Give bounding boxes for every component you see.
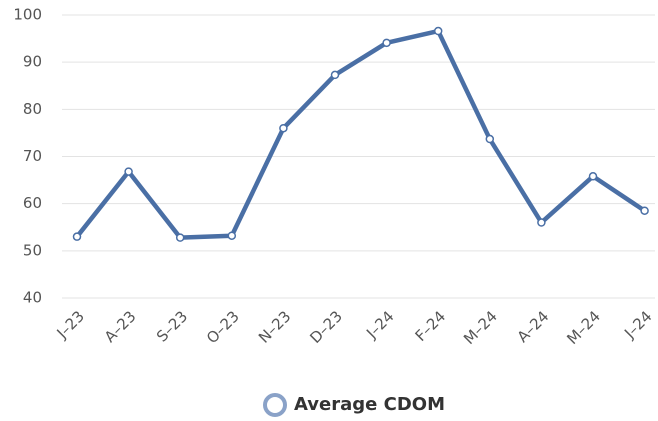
x-tick-label: F–24 bbox=[412, 307, 450, 345]
point bbox=[227, 231, 237, 240]
point bbox=[72, 232, 82, 241]
x-tick-label: N–23 bbox=[255, 307, 294, 346]
x-tick-label: J–24 bbox=[362, 307, 397, 342]
legend-label: Average CDOM bbox=[294, 394, 445, 415]
y-tick-label: 100 bbox=[13, 6, 42, 24]
x-tick-label: D–23 bbox=[306, 307, 346, 347]
y-tick-label: 40 bbox=[23, 289, 42, 307]
x-tick-label: O–23 bbox=[203, 307, 243, 347]
point bbox=[588, 172, 598, 181]
point bbox=[433, 26, 443, 36]
x-tick-label: J–23 bbox=[53, 307, 88, 342]
point bbox=[124, 167, 133, 176]
y-tick-label: 70 bbox=[23, 147, 42, 165]
point bbox=[640, 206, 649, 215]
y-tick-label: 90 bbox=[23, 53, 42, 71]
legend-item: Average CDOM bbox=[263, 393, 445, 417]
point bbox=[537, 218, 546, 227]
point bbox=[330, 70, 340, 80]
line bbox=[75, 28, 646, 240]
point bbox=[382, 38, 391, 48]
x-tick-label: J–24 bbox=[620, 307, 655, 342]
y-tick-label: 50 bbox=[23, 241, 42, 259]
point bbox=[175, 233, 185, 242]
legend-marker bbox=[263, 393, 287, 417]
x-tick-label: M–24 bbox=[460, 307, 501, 348]
y-tick-label: 80 bbox=[23, 100, 42, 118]
x-tick-label: S–23 bbox=[153, 307, 191, 345]
x-tick-label: M–24 bbox=[563, 307, 604, 348]
y-tick-label: 60 bbox=[23, 194, 42, 212]
point bbox=[279, 123, 288, 133]
x-tick-label: A–23 bbox=[101, 307, 140, 346]
point bbox=[485, 134, 495, 144]
x-tick-label: A–24 bbox=[514, 307, 553, 346]
